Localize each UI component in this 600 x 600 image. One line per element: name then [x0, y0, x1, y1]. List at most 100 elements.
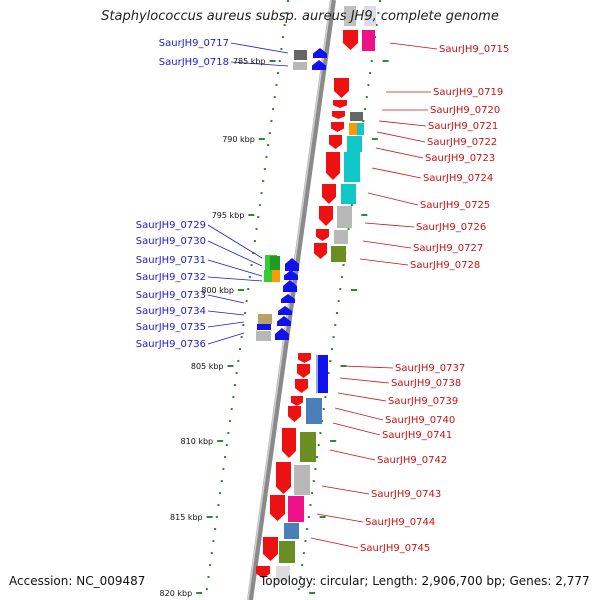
right-tick-dot	[364, 108, 367, 110]
right-leader-line	[342, 365, 394, 369]
left-tick-dot	[235, 372, 238, 374]
left-tick-dot	[238, 348, 241, 350]
right-tick-dot	[319, 432, 322, 434]
gene-0745-arrow	[263, 537, 278, 561]
gene-0742-box	[300, 432, 316, 462]
right-leader-line	[371, 167, 422, 179]
forward-gene-label: SaurJH9_0730	[136, 236, 206, 247]
right-tick-dot	[374, 36, 377, 38]
right-tick-dot	[329, 360, 332, 362]
reverse-gene-label: SaurJH9_0742	[377, 455, 447, 466]
kbp-ticks: 785 kbp 790 kbp 795 kbp 800 kbp 805 kbp 810 k…	[160, 57, 389, 598]
right-leader-line	[337, 392, 387, 402]
left-tick-dot	[287, 0, 289, 2]
right-tick-dot	[362, 120, 365, 122]
left-leader-line	[207, 294, 245, 304]
right-tick-dot	[342, 264, 345, 266]
left-tick-dot	[209, 564, 212, 566]
left-tick-dot	[225, 444, 228, 446]
left-tick-dot	[210, 552, 213, 554]
gene-0736-box	[256, 331, 271, 341]
left-tick-dot	[253, 240, 256, 242]
gene-0727-box	[334, 230, 348, 244]
gene-0721-box	[350, 112, 363, 121]
right-tick-dot	[375, 24, 378, 26]
gene-0728-arrow	[314, 243, 327, 259]
gene-0735-arrow	[277, 316, 291, 326]
gene-0723-arrow	[329, 135, 342, 149]
gene-0745-box	[284, 523, 299, 539]
gene-0723-box	[347, 136, 362, 152]
gene-0719-arrow	[334, 78, 349, 98]
left-tick-dot	[275, 84, 278, 86]
gene-0740-arrow	[291, 396, 303, 406]
left-tick-dot	[212, 540, 215, 542]
right-leader-line	[375, 147, 424, 159]
left-tick-dot	[242, 324, 245, 326]
gene-0717-arrow	[313, 48, 327, 58]
right-tick-dot	[312, 480, 315, 482]
left-leader-line	[207, 321, 245, 328]
reverse-gene-label: SaurJH9_0728	[410, 260, 480, 271]
reverse-gene-label: SaurJH9_0715	[439, 44, 509, 55]
right-tick-dot	[347, 228, 350, 230]
label-leaders	[207, 42, 438, 549]
right-leader-line	[364, 222, 415, 228]
right-tick-dot	[311, 492, 314, 494]
gene-0722-box	[349, 123, 357, 135]
right-leader-line	[378, 120, 427, 127]
reverse-gene-label: SaurJH9_0739	[388, 396, 458, 407]
right-tick-dot	[327, 372, 330, 374]
gene-0744-arrow	[270, 495, 285, 521]
right-tick-dot	[297, 588, 300, 590]
right-leader-line	[329, 449, 376, 461]
kbp-tick-label: 795 kbp	[212, 211, 245, 220]
forward-gene-label: SaurJH9_0718	[159, 57, 229, 68]
right-leader-line	[367, 192, 419, 206]
left-tick-dot	[255, 228, 258, 230]
gene-0733-arrow	[281, 294, 295, 303]
reverse-gene-label: SaurJH9_0738	[391, 378, 461, 389]
gene-0721-arrow	[332, 111, 345, 119]
left-tick-dot	[232, 396, 235, 398]
gene-0735-box	[257, 324, 271, 330]
right-tick-dot	[337, 300, 340, 302]
left-tick-dot	[230, 408, 233, 410]
kbp-tick-label: 805 kbp	[191, 362, 224, 371]
left-tick-dot	[277, 72, 280, 74]
gene-0726-arrow	[319, 206, 333, 226]
right-leader-line	[316, 513, 364, 523]
right-leader-line	[376, 131, 426, 143]
gene-0722-arrow	[331, 122, 344, 132]
left-tick-dot	[217, 504, 220, 506]
gene-0742-arrow	[282, 428, 296, 458]
left-tick-dot	[245, 300, 248, 302]
gene-0715-arrow	[343, 30, 358, 50]
left-tick-dot	[240, 336, 243, 338]
left-tick-dot	[280, 48, 283, 50]
left-tick-dot	[205, 588, 208, 590]
left-leader-line	[207, 276, 263, 282]
left-tick-dot	[260, 192, 263, 194]
left-tick-dot	[278, 60, 281, 62]
left-tick-dot	[283, 24, 286, 26]
forward-gene-label: SaurJH9_0733	[136, 290, 206, 301]
left-tick-dot	[265, 156, 268, 158]
gene-0743-arrow	[276, 462, 291, 494]
gene-0736-arrow	[275, 328, 289, 340]
right-tick-dot	[302, 552, 305, 554]
kbp-tick-label: 815 kbp	[170, 513, 203, 522]
forward-gene-label: SaurJH9_0731	[136, 255, 206, 266]
gene-bottom-arrow	[256, 566, 270, 578]
left-leader-line	[230, 42, 289, 54]
reverse-gene-label: SaurJH9_0740	[385, 415, 455, 426]
reverse-gene-label: SaurJH9_0725	[420, 200, 490, 211]
right-tick-dot	[369, 72, 372, 74]
reverse-gene-label: SaurJH9_0744	[365, 517, 435, 528]
reverse-gene-label: SaurJH9_0724	[423, 173, 493, 184]
gene-0732-arrow	[283, 280, 297, 292]
gene-bottom-box	[276, 566, 290, 582]
left-tick-dot	[258, 204, 261, 206]
right-tick-dot	[335, 312, 338, 314]
gene-0718-box	[293, 62, 307, 70]
